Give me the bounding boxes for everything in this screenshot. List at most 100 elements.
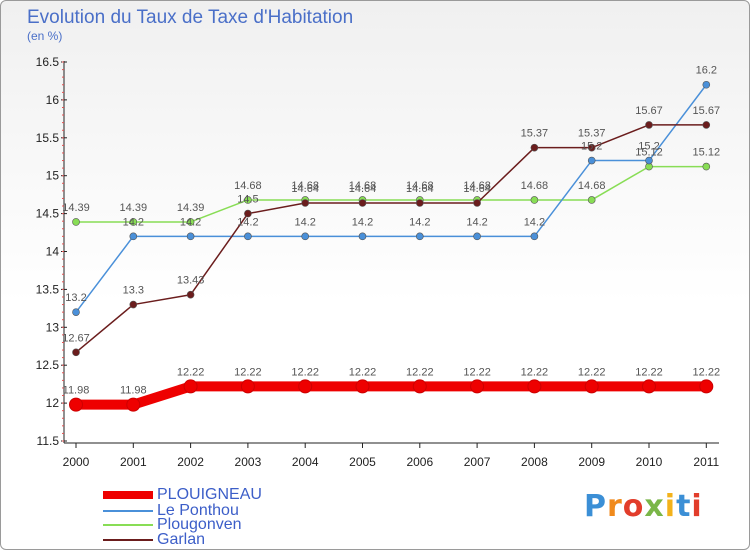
y-tick-label: 13	[46, 320, 60, 334]
data-label: 12.22	[177, 366, 205, 378]
data-label: 15.67	[635, 105, 663, 117]
data-label: 14.5	[237, 194, 258, 206]
data-label: 12.22	[578, 366, 606, 378]
legend-swatch	[103, 524, 153, 526]
x-tick-label: 2010	[636, 455, 663, 469]
legend-label: PLOUIGNEAU	[157, 486, 262, 503]
data-label: 12.22	[521, 366, 549, 378]
data-label: 14.64	[463, 183, 491, 195]
data-label: 15.2	[581, 141, 602, 153]
data-point	[358, 232, 367, 241]
data-label: 14.68	[291, 180, 319, 192]
data-label: 11.98	[120, 385, 147, 397]
data-label: 12.22	[406, 366, 434, 378]
data-point	[186, 232, 195, 241]
y-tick-label: 13.5	[36, 282, 60, 296]
x-tick-label: 2009	[578, 455, 605, 469]
series-line-plouigneau	[76, 381, 707, 410]
x-tick-label: 2000	[63, 455, 90, 469]
data-point	[702, 162, 711, 171]
data-label: 12.67	[62, 332, 90, 344]
x-tick-label: 2003	[235, 455, 262, 469]
x-tick-label: 2006	[406, 455, 433, 469]
data-point	[129, 300, 138, 309]
data-point	[72, 348, 80, 357]
x-tick-label: 2007	[464, 455, 491, 469]
data-point	[244, 196, 252, 204]
data-label: 15.2	[638, 141, 659, 153]
data-label: 14.39	[177, 202, 205, 214]
data-label: 14.39	[120, 202, 148, 214]
data-point	[298, 379, 313, 394]
data-point	[244, 232, 252, 241]
data-point	[699, 379, 714, 394]
data-point	[186, 218, 195, 226]
logo-letter: i	[691, 489, 703, 524]
y-tick-label: 12.5	[36, 358, 60, 372]
proxiti-logo: Proxiti	[584, 489, 703, 524]
data-point	[69, 397, 83, 412]
x-tick-label: 2011	[693, 455, 719, 469]
series-line-garlan	[75, 124, 707, 353]
data-label: 14.68	[349, 180, 377, 192]
data-label: 14.2	[409, 216, 430, 228]
data-point	[473, 232, 481, 241]
chart-title: Evolution du Taux de Taxe d'Habitation	[27, 7, 354, 28]
data-point	[412, 379, 427, 394]
data-label: 14.2	[466, 216, 487, 228]
data-point	[527, 379, 542, 394]
data-label: 14.2	[524, 216, 545, 228]
data-point	[126, 397, 141, 412]
series-line-plougonven	[76, 165, 707, 223]
data-label: 14.68	[406, 180, 434, 192]
data-label: 12.22	[291, 366, 319, 378]
y-tick-label: 16	[46, 93, 60, 107]
x-tick-label: 2005	[349, 455, 376, 469]
x-tick-label: 2004	[292, 455, 319, 469]
data-label: 12.22	[693, 366, 721, 378]
logo-letter: o	[622, 489, 645, 524]
legend-label: Garlan	[157, 531, 206, 548]
data-point	[415, 199, 424, 207]
data-point	[358, 199, 367, 207]
data-label: 15.37	[578, 128, 606, 140]
data-label: 12.22	[234, 366, 262, 378]
legend-swatch	[103, 491, 153, 499]
y-tick-label: 12	[46, 396, 60, 410]
data-label: 16.2	[696, 65, 717, 77]
legend-label: Plougonven	[157, 516, 242, 533]
data-label: 14.64	[406, 183, 434, 195]
data-point	[240, 379, 255, 394]
data-label: 14.64	[291, 183, 319, 195]
y-tick-label: 16.5	[36, 55, 60, 69]
data-point	[587, 196, 596, 204]
logo-letter: x	[644, 489, 665, 524]
data-label: 15.67	[693, 105, 721, 117]
data-point	[186, 290, 195, 299]
y-tick-label: 14	[46, 245, 60, 259]
data-point	[584, 379, 599, 394]
data-point	[244, 209, 252, 218]
legend-label: Le Ponthou	[157, 502, 239, 519]
y-tick-label: 11.5	[37, 434, 60, 448]
data-label: 14.2	[294, 216, 315, 228]
data-point	[645, 121, 653, 129]
logo-letter: i	[664, 489, 677, 524]
data-label: 14.68	[463, 180, 491, 192]
data-point	[415, 232, 424, 241]
data-label: 14.39	[62, 202, 90, 214]
data-point	[530, 143, 539, 152]
legend-swatch	[103, 510, 153, 512]
data-label: 15.37	[521, 128, 549, 140]
data-label: 14.68	[521, 180, 549, 192]
data-label: 14.2	[123, 216, 144, 228]
data-label: 14.2	[180, 216, 201, 228]
data-point	[301, 199, 310, 207]
x-tick-label: 2002	[177, 455, 204, 469]
x-tick-label: 2001	[120, 455, 147, 469]
data-point	[183, 379, 198, 394]
data-label: 14.2	[237, 216, 258, 228]
data-point	[129, 218, 138, 226]
